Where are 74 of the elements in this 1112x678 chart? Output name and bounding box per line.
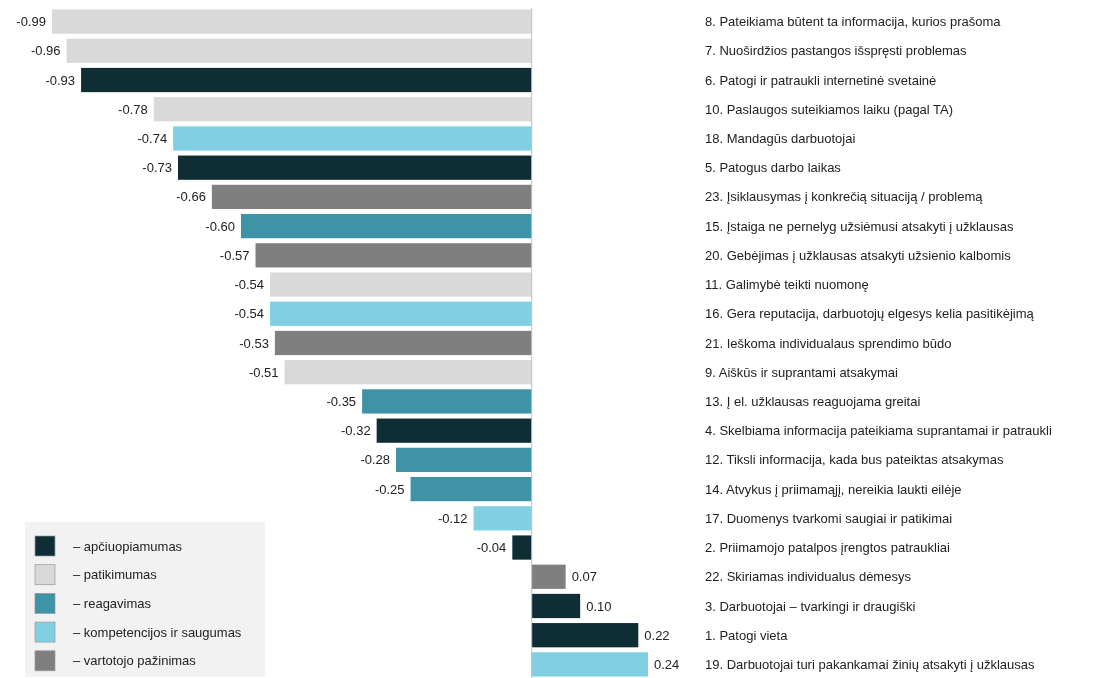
data-label: -0.28 (360, 452, 391, 468)
data-label: -0.78 (118, 101, 148, 117)
legend-label: – apčiuopiamumas (73, 538, 183, 554)
legend-label: – vartotojo pažinimas (73, 653, 197, 669)
y-tick-label: 9. Aiškūs ir suprantami atsakymai (705, 364, 899, 380)
y-tick-label: 4. Skelbiama informacija pateikiama suprantamai ir patraukli (705, 423, 1052, 439)
data-label: 0.22 (644, 627, 670, 643)
bar (531, 623, 639, 648)
data-label: -0.35 (326, 393, 357, 409)
bar (211, 184, 532, 210)
bar (531, 564, 566, 589)
bar (270, 301, 532, 326)
legend-label: – reagavimas (73, 595, 152, 611)
data-label: 0.07 (571, 569, 597, 585)
bar (274, 330, 532, 356)
y-tick-label: 21. Ieškoma individualaus sprendimo būdo (705, 335, 952, 351)
bar (153, 97, 532, 122)
bar (255, 243, 532, 268)
y-tick-label: 20. Gebėjimas į užklausas atsakyti užsienio kalbomis (705, 247, 1012, 263)
bar (66, 38, 532, 63)
bar (177, 155, 532, 180)
data-label: 0.24 (654, 656, 680, 672)
legend-label: – kompetencijos ir saugumas (73, 624, 242, 640)
y-tick-label: 7. Nuoširdžios pastangos išspręsti problemas (705, 43, 968, 59)
y-tick-label: 12. Tiksli informacija, kada bus pateiktas atsakymas (705, 452, 1004, 468)
y-tick-label: 19. Darbuotojai turi pakankamai žinių atsakyti į užklausas (705, 656, 1035, 672)
bar (173, 126, 532, 151)
data-label: -0.51 (248, 364, 279, 380)
y-tick-label: 3. Darbuotojai – tvarkingi ir draugiški (705, 598, 916, 614)
data-label: -0.93 (45, 72, 76, 88)
data-label: -0.25 (374, 481, 405, 497)
y-tick-label: 18. Mandagūs darbuotojai (705, 131, 856, 147)
data-label: -0.60 (205, 218, 235, 234)
bar (81, 67, 532, 93)
data-label: -0.73 (142, 160, 172, 176)
y-tick-label: 10. Paslaugos suteikiamos laiku (pagal TA) (705, 101, 954, 117)
y-tick-label: 22. Skiriamas individualus dėmesys (705, 569, 912, 585)
y-tick-label: 13. Į el. užklausas reaguojama greitai (705, 393, 921, 409)
data-label: -0.66 (176, 189, 206, 205)
bar (362, 389, 532, 414)
data-label: -0.99 (16, 14, 46, 30)
y-tick-label: 6. Patogi ir patraukli internetinė svetainė (705, 72, 937, 88)
y-tick-label: 17. Duomenys tvarkomi saugiai ir patikimai (705, 510, 953, 526)
bar (240, 214, 532, 239)
y-tick-label: 8. Pateikiama būtent ta informacija, kurios prašoma (705, 14, 1002, 30)
data-label: -0.54 (234, 277, 265, 293)
data-label: -0.74 (137, 131, 168, 147)
data-label: 0.10 (586, 598, 612, 614)
bar (376, 418, 532, 443)
bar (396, 447, 532, 472)
data-label: -0.12 (437, 510, 468, 526)
bar (473, 506, 532, 531)
y-tick-label: 15. Įstaiga ne pernelyg užsiėmusi atsakyti į užklausas (705, 218, 1015, 234)
data-label: -0.57 (219, 247, 250, 263)
y-tick-label: 14. Atvykus į priimamąjį, nereikia laukti eilėje (705, 481, 962, 497)
bar (512, 535, 532, 560)
bar (531, 593, 581, 619)
bar (270, 272, 532, 297)
y-tick-label: 1. Patogi vieta (705, 627, 789, 643)
legend-label: – patikimumas (73, 567, 158, 583)
bar (52, 9, 532, 34)
data-label: -0.53 (239, 335, 269, 351)
bar (410, 476, 532, 502)
y-tick-label: 11. Galimybė teikti nuomonę (705, 277, 869, 293)
bar (284, 360, 532, 385)
data-label: -0.32 (341, 423, 371, 439)
y-tick-label: 5. Patogus darbo laikas (705, 160, 842, 176)
data-label: -0.54 (234, 306, 265, 322)
bar (531, 652, 648, 677)
data-label: -0.96 (30, 43, 61, 59)
data-label: -0.04 (476, 540, 507, 556)
y-tick-label: 16. Gera reputacija, darbuotojų elgesys kelia pasitikėjimą (705, 306, 1035, 322)
y-tick-label: 23. Įsiklausymas į konkrečią situaciją / problemą (705, 189, 984, 205)
y-tick-label: 2. Priimamojo patalpos įrengtos patraukliai (705, 540, 951, 556)
